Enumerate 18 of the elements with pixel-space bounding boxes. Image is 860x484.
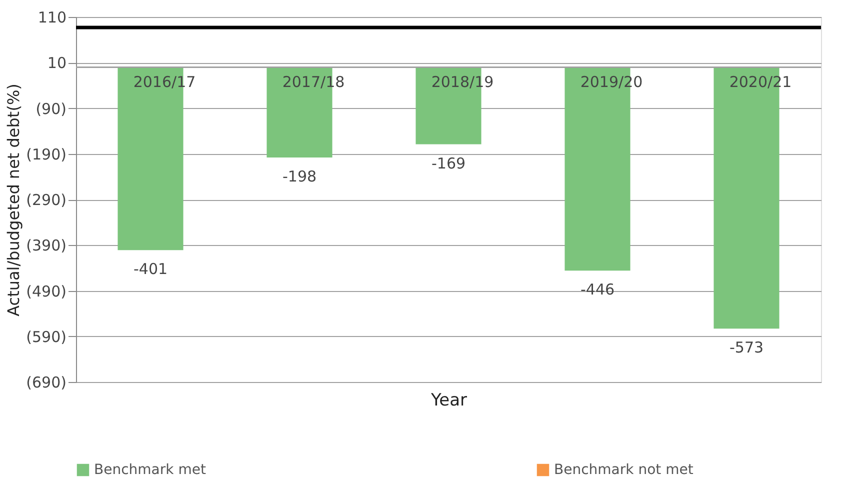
data-label: -401 <box>133 260 168 278</box>
data-label: -573 <box>729 338 764 357</box>
data-label: -446 <box>580 280 615 299</box>
y-tick-label: (90) <box>36 100 66 118</box>
x-axis-title: Year <box>430 390 468 410</box>
y-tick-label: 110 <box>38 8 66 26</box>
y-tick-label: (490) <box>26 282 66 300</box>
data-label: -169 <box>431 154 466 172</box>
y-tick-label: (290) <box>26 191 66 209</box>
y-tick-label: (190) <box>26 145 66 164</box>
y-tick-label: (390) <box>26 236 66 255</box>
y-axis-title: Actual/budgeted net debt(%) <box>4 84 24 316</box>
legend-label: Benchmark met <box>94 462 206 478</box>
y-tick-label: (690) <box>26 374 66 392</box>
y-tick-label: (590) <box>26 328 66 346</box>
data-label: -198 <box>282 168 317 186</box>
y-tick-label: 10 <box>47 54 66 72</box>
legend-label: Benchmark not met <box>554 462 694 478</box>
